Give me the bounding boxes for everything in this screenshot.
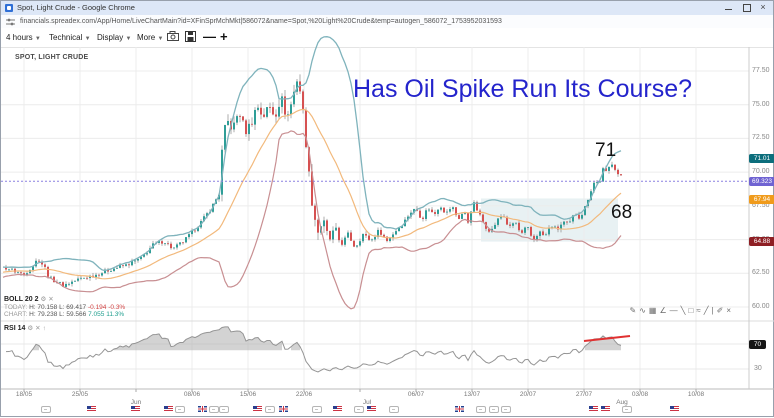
date-tick-label: 22/06 [295, 391, 313, 398]
rsi-close-icon[interactable]: ✕ [35, 325, 41, 332]
price-tick-label: 72.50 [752, 134, 770, 142]
us-flag-icon[interactable] [367, 406, 376, 412]
drawing-toolbar: ✎ ∿ ▦ ∠ — ╲ □ ≈ ╱ | ✐ × [628, 306, 732, 315]
upper-band-badge: 71.01 [749, 154, 774, 164]
diagonal-line-tool-icon[interactable]: ╲ [680, 306, 686, 315]
zoom-in-icon[interactable]: + [220, 29, 228, 44]
rsi-legend: RSI 14 ⚙ ✕ ↑ [4, 325, 46, 332]
close-button[interactable]: × [760, 2, 766, 12]
date-tick-label: 25/05 [71, 391, 89, 398]
us-flag-icon[interactable] [589, 406, 598, 412]
price-tick-label: 67.50 [752, 201, 770, 209]
boll-today-row: TODAY: H: 70.158 L: 69.417 -0.194 -0.3% [4, 304, 126, 311]
window-title: Spot, Light Crude - Google Chrome [17, 3, 135, 12]
display-dropdown[interactable]: Display ▼ [97, 33, 132, 42]
boll-legend: BOLL 20 2 ⚙ ✕ [4, 296, 54, 303]
boll-chart-row: CHART: H: 79.238 L: 59.566 7.055 11.3% [4, 311, 125, 318]
close-tool-icon[interactable]: × [726, 306, 731, 315]
economic-event-icon[interactable] [175, 406, 185, 413]
chart-toolbar: 4 hours ▼ Technical ▼ Display ▼ More ▼ —… [1, 28, 773, 48]
site-settings-icon[interactable] [6, 18, 15, 26]
date-tick-label: 13/07 [463, 391, 481, 398]
price-level-label-71: 71 [595, 140, 617, 161]
date-tick-label: 03/08 [631, 391, 649, 398]
annotation-title: Has Oil Spike Run Its Course? [353, 75, 693, 103]
price-tick-label: 62.50 [752, 269, 770, 277]
marker-tool-icon[interactable]: ✐ [716, 306, 724, 315]
economic-event-icon[interactable] [389, 406, 399, 413]
polyline-tool-icon[interactable]: ∿ [639, 306, 646, 315]
us-flag-icon[interactable] [601, 406, 610, 412]
boll-settings-icon[interactable]: ⚙ [40, 296, 47, 303]
url-text: financials.spreadex.com/App/Home/LiveCha… [20, 18, 502, 25]
date-tick-label: 08/06 [183, 391, 201, 398]
rectangle-tool-icon[interactable]: □ [688, 306, 694, 315]
date-tick-label: 18/05 [15, 391, 33, 398]
divider-tool-icon[interactable]: | [711, 306, 714, 315]
us-flag-icon[interactable] [164, 406, 173, 412]
price-tick-label: 77.50 [752, 67, 770, 74]
economic-event-icon[interactable] [265, 406, 275, 413]
month-label: Jun [130, 399, 142, 406]
more-dropdown[interactable]: More ▼ [137, 33, 164, 42]
month-label: Jul [362, 399, 372, 406]
date-tick-label: 27/07 [575, 391, 593, 398]
horizontal-line-tool-icon[interactable]: — [669, 306, 678, 315]
economic-event-icon[interactable] [219, 406, 229, 413]
trend-angle-tool-icon[interactable]: ∠ [659, 306, 667, 315]
rsi-move-up-icon[interactable]: ↑ [42, 325, 46, 332]
zoom-out-icon[interactable]: — [203, 29, 216, 44]
middle-band-badge: 67.94 [749, 195, 774, 205]
date-tick-label: 10/08 [687, 391, 705, 398]
us-flag-icon[interactable] [87, 406, 96, 412]
economic-event-icon[interactable] [501, 406, 511, 413]
month-label: Aug [616, 399, 628, 406]
lower-band-badge: 64.88 [749, 236, 774, 246]
us-flag-icon[interactable] [131, 406, 140, 412]
economic-event-icon[interactable] [354, 406, 364, 413]
ray-tool-icon[interactable]: ╱ [703, 306, 709, 315]
us-flag-icon[interactable] [333, 406, 342, 412]
technical-dropdown[interactable]: Technical ▼ [49, 33, 91, 42]
uk-flag-icon[interactable] [279, 406, 288, 412]
last-price-badge: 69.323 [749, 176, 774, 186]
minimize-button[interactable] [721, 1, 737, 15]
date-tick-label: 15/06 [239, 391, 257, 398]
price-tick-label: 60.00 [752, 303, 770, 310]
wave-tool-icon[interactable]: ≈ [696, 306, 701, 315]
us-flag-icon[interactable] [253, 406, 262, 412]
fib-retracement-tool-icon[interactable]: ▦ [648, 306, 657, 315]
rsi-settings-icon[interactable]: ⚙ [27, 325, 34, 332]
symbol-label: SPOT, LIGHT CRUDE [15, 54, 89, 61]
site-favicon-icon [5, 4, 13, 12]
us-flag-icon[interactable] [670, 406, 679, 412]
price-level-label-68: 68 [611, 202, 633, 223]
economic-event-icon[interactable] [41, 406, 51, 413]
economic-event-icon[interactable] [489, 406, 499, 413]
rsi-axis-30: 30 [754, 365, 762, 372]
price-tick-label: 75.00 [752, 100, 770, 108]
economic-event-icon[interactable] [622, 406, 632, 413]
timeframe-dropdown[interactable]: 4 hours ▼ [6, 33, 41, 42]
boll-close-icon[interactable]: ✕ [48, 296, 54, 303]
date-tick-label: 20/07 [519, 391, 537, 398]
economic-event-icon[interactable] [209, 406, 219, 413]
uk-flag-icon[interactable] [198, 406, 207, 412]
uk-flag-icon[interactable] [455, 406, 464, 412]
date-tick-label: 06/07 [407, 391, 425, 398]
economic-event-icon[interactable] [312, 406, 322, 413]
price-tick-label: 70.00 [752, 168, 770, 176]
pencil-tool-icon[interactable]: ✎ [629, 306, 637, 315]
economic-event-icon[interactable] [476, 406, 486, 413]
rsi-value-badge: 70 [749, 340, 766, 349]
maximize-button[interactable] [739, 1, 755, 15]
